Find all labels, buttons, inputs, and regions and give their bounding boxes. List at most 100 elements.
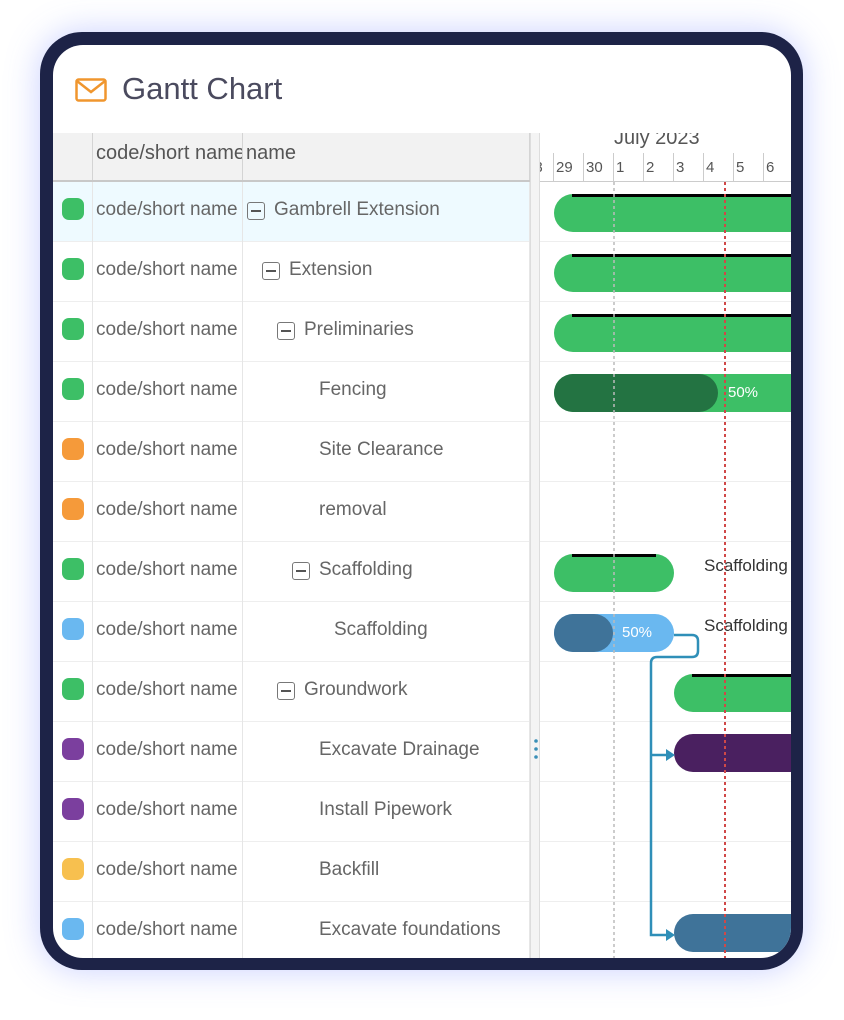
timeline-row-line (540, 361, 791, 362)
task-name: Install Pipework (319, 799, 453, 820)
name-cell: Extension (243, 242, 530, 302)
status-indicator (62, 558, 84, 580)
code-cell: code/short name (93, 182, 243, 242)
status-indicator (62, 618, 84, 640)
collapse-toggle[interactable] (277, 682, 295, 700)
grid-row[interactable]: code/short name Backfill (53, 842, 530, 902)
status-indicator (62, 678, 84, 700)
summary-line (572, 314, 791, 317)
status-cell (53, 302, 93, 362)
task-bar[interactable] (554, 194, 791, 232)
name-cell: Excavate Drainage (243, 722, 530, 782)
collapse-toggle[interactable] (277, 322, 295, 340)
grid-row[interactable]: code/short name Scaffolding (53, 602, 530, 662)
status-cell (53, 362, 93, 422)
task-name: Excavate foundations (319, 919, 501, 940)
task-name: Scaffolding (319, 559, 413, 580)
task-name: removal (319, 499, 387, 520)
timeline-row-line (540, 841, 791, 842)
task-name: Fencing (319, 379, 387, 400)
code-cell: code/short name (93, 302, 243, 362)
task-bar[interactable] (554, 254, 791, 292)
grid-row[interactable]: code/short name Preliminaries (53, 302, 530, 362)
task-bar[interactable] (674, 674, 791, 712)
task-bar[interactable] (554, 314, 791, 352)
status-indicator (62, 438, 84, 460)
name-cell: Site Clearance (243, 422, 530, 482)
grid-row[interactable]: code/short name Gambrell Extension (53, 182, 530, 242)
timeline-row-line (540, 421, 791, 422)
name-cell: removal (243, 482, 530, 542)
grid-row[interactable]: code/short name Excavate Drainage (53, 722, 530, 782)
day-label: 30 (583, 153, 613, 182)
task-name: Scaffolding (334, 619, 428, 640)
column-header[interactable]: code/short name (93, 133, 243, 180)
status-cell (53, 422, 93, 482)
task-name: Preliminaries (304, 319, 414, 340)
name-cell: Fencing (243, 362, 530, 422)
status-cell (53, 842, 93, 902)
status-indicator (62, 738, 84, 760)
grid-row[interactable]: code/short name Groundwork (53, 662, 530, 722)
status-header (53, 133, 93, 180)
splitter[interactable] (530, 133, 540, 958)
status-cell (53, 662, 93, 722)
code-cell: code/short name (93, 362, 243, 422)
status-indicator (62, 378, 84, 400)
timeline-row-line (540, 661, 791, 662)
collapse-toggle[interactable] (292, 562, 310, 580)
mail-icon (75, 78, 107, 102)
task-name: Excavate Drainage (319, 739, 480, 760)
status-indicator (62, 498, 84, 520)
code-cell: code/short name (93, 662, 243, 722)
task-name: Site Clearance (319, 439, 444, 460)
status-cell (53, 482, 93, 542)
task-name: Gambrell Extension (274, 199, 440, 220)
summary-line (572, 254, 791, 257)
day-label: 3 (673, 153, 703, 182)
grid-row[interactable]: code/short name removal (53, 482, 530, 542)
task-bar[interactable] (674, 734, 791, 772)
status-indicator (62, 798, 84, 820)
timeline-row-line (540, 301, 791, 302)
progress-fill (554, 614, 613, 652)
progress-label: 50% (728, 384, 759, 401)
progress-label: 50% (622, 624, 653, 641)
grid-row[interactable]: code/short name Extension (53, 242, 530, 302)
timeline: July 2023 28293012345650%Scaffolding50%S… (540, 133, 791, 958)
timeline-row-line (540, 721, 791, 722)
task-name: Backfill (319, 859, 380, 880)
status-indicator (62, 258, 84, 280)
summary-line (692, 674, 791, 677)
task-name: Groundwork (304, 679, 408, 700)
code-cell: code/short name (93, 602, 243, 662)
name-cell: Preliminaries (243, 302, 530, 362)
day-label: 6 (763, 153, 791, 182)
day-label: 5 (733, 153, 763, 182)
code-cell: code/short name (93, 902, 243, 958)
column-header[interactable]: name (243, 133, 530, 180)
status-cell (53, 542, 93, 602)
task-bar[interactable]: 50% (554, 374, 791, 412)
grid-row[interactable]: code/short name Fencing (53, 362, 530, 422)
grid-row[interactable]: code/short name Site Clearance (53, 422, 530, 482)
grid-row[interactable]: code/short name Scaffolding (53, 542, 530, 602)
splitter-grip (534, 739, 538, 759)
timeline-row-line (540, 901, 791, 902)
name-cell: Scaffolding (243, 602, 530, 662)
code-cell: code/short name (93, 542, 243, 602)
status-cell (53, 722, 93, 782)
grid-row[interactable]: code/short name Install Pipework (53, 782, 530, 842)
task-bar[interactable] (674, 914, 791, 952)
code-cell: code/short name (93, 242, 243, 302)
grid-row[interactable]: code/short name Excavate foundations (53, 902, 530, 958)
collapse-toggle[interactable] (262, 262, 280, 280)
timeline-row-line (540, 601, 791, 602)
timeline-row-line (540, 781, 791, 782)
status-cell (53, 782, 93, 842)
timeline-row-line (540, 481, 791, 482)
collapse-toggle[interactable] (247, 202, 265, 220)
status-indicator (62, 858, 84, 880)
status-cell (53, 602, 93, 662)
